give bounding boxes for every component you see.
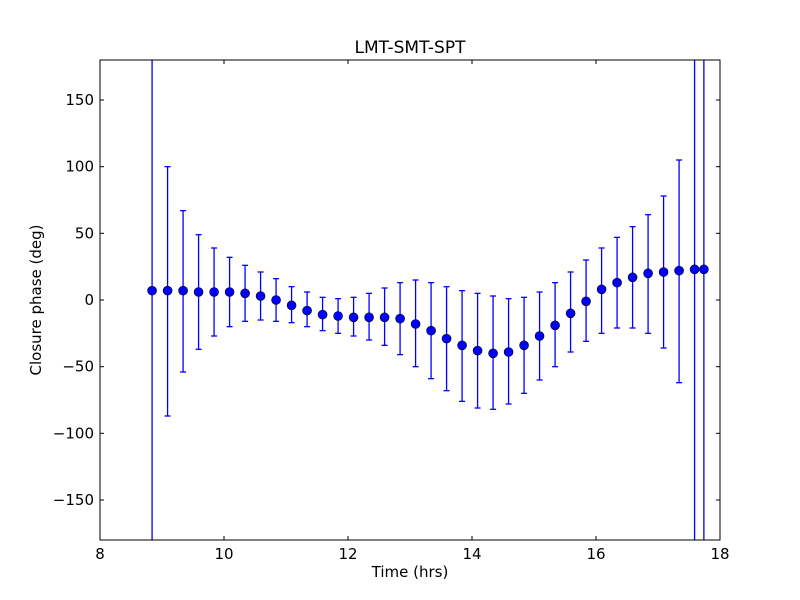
x-axis-label: Time (hrs) [371,563,449,581]
data-point [627,272,638,283]
data-point [286,300,297,311]
data-point [302,305,312,316]
data-point [488,348,498,359]
y-axis-label: Closure phase (deg) [27,225,45,376]
y-tick-label: −50 [62,358,94,376]
data-point [643,268,653,279]
data-point [364,312,374,323]
plot-area [147,60,709,540]
data-point [193,287,204,297]
plot-frame [99,59,721,541]
data-point [596,284,607,295]
data-point [224,287,235,297]
data-point [441,333,452,344]
data-point [348,312,359,323]
data-point [565,308,576,319]
data-point [426,325,436,336]
data-point [472,345,483,356]
data-point [333,311,343,321]
data-point [457,340,467,351]
data-point [503,347,514,357]
data-point [534,331,545,341]
x-tick-label: 18 [710,545,729,563]
data-point [699,264,709,275]
data-point [550,320,560,331]
x-tick-label: 8 [95,545,105,563]
y-tick-label: −150 [53,491,94,509]
y-tick-label: 0 [84,291,94,309]
data-point [612,277,622,288]
y-tick-label: 100 [65,158,94,176]
x-tick-label: 14 [462,545,481,563]
data-point [395,313,405,324]
y-tick-label: 50 [75,224,94,242]
x-tick-label: 16 [586,545,605,563]
data-point [178,285,188,296]
data-point [271,295,281,305]
y-tick-label: −100 [53,424,94,442]
chart-title: LMT-SMT-SPT [355,38,467,58]
data-point [379,312,390,323]
y-tick-label: 150 [65,91,94,109]
data-point [658,267,669,277]
data-point [410,319,421,329]
data-point [317,309,328,320]
data-point [689,264,700,275]
data-point [674,265,684,276]
data-point [209,287,219,297]
data-point [519,340,529,351]
data-point [255,291,266,301]
data-point [162,285,173,296]
x-tick-label: 12 [338,545,357,563]
x-tick-label: 10 [214,545,233,563]
data-point [147,285,157,296]
data-point [581,296,591,307]
data-point [240,288,250,299]
